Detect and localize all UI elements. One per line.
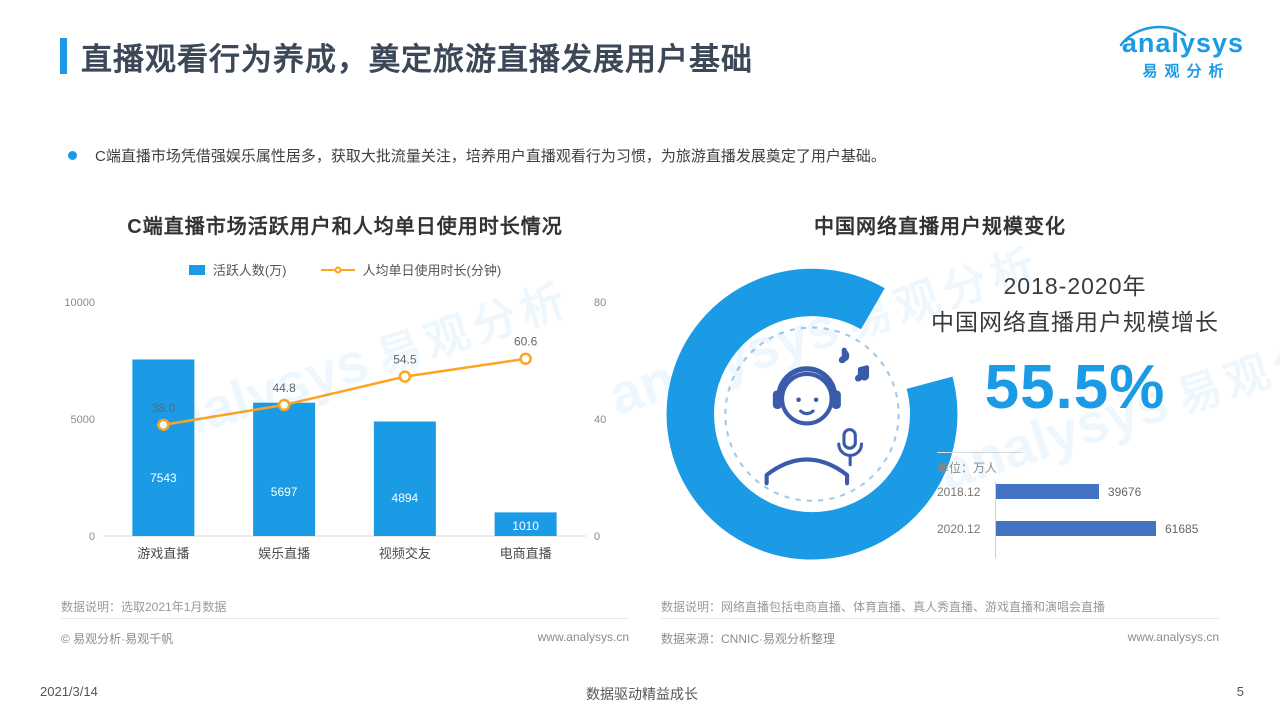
growth-percentage: 55.5% [984,353,1166,422]
bar-value-label: 4894 [392,491,419,505]
duration-line [163,357,526,427]
page-number: 5 [1236,684,1244,699]
legend-label-line: 人均单日使用时长(分钟) [362,263,502,278]
header: 直播观看行为养成，奠定旅游直播发展用户基础 analysys 易观分析 [60,25,1244,80]
bar-value-label: 7543 [150,471,177,485]
line-value-label: 60.6 [514,335,538,349]
growth-period: 2018-2020年 [1003,273,1147,299]
bar-series-swatch [188,264,205,275]
bar-电商直播 [494,512,557,536]
donut-ring-arc [666,268,958,560]
line-value-label: 38.0 [152,401,176,415]
category-label: 视频交友 [379,546,431,561]
mini-bar-category: 2018.12 [937,484,981,499]
legend-item-line: 人均单日使用时长(分钟) [320,260,502,279]
mini-bar-2018.12 [996,484,1099,499]
footer-slogan: 数据驱动精益成长 [586,686,698,702]
mini-bar-value: 61685 [1165,521,1199,536]
line-value-label: 54.5 [393,353,417,367]
mini-bar-chart: 2018.12 39676 2020.12 61685 [937,482,1217,564]
donut-chart: ♪ ♬ [666,268,958,560]
line-marker [519,352,532,365]
page-title: 直播观看行为养成，奠定旅游直播发展用户基础 [81,42,753,77]
right-chart-note: 数据说明：网络直播包括电商直播、体育直播、真人秀直播、游戏直播和演唱会直播 [661,600,1106,614]
right-axis-tick: 40 [594,414,606,426]
copyright-text: © 易观分析·易观千帆 [61,632,174,646]
left-panel-footer: © 易观分析·易观千帆 www.analysys.cn [61,618,629,647]
legend-label-bar: 活跃人数(万) [212,263,287,278]
category-label: 娱乐直播 [258,546,310,561]
bar-value-label: 1010 [512,519,539,533]
key-insight: C端直播市场凭借强娱乐属性居多，获取大批流量关注，培养用户直播观看行为习惯，为旅… [68,146,1210,167]
growth-headline: 2018-2020年 中国网络直播用户规模增长 [925,268,1225,340]
key-insight-text: C端直播市场凭借强娱乐属性居多，获取大批流量关注，培养用户直播观看行为习惯，为旅… [95,148,886,165]
right-chart-title: 中国网络直播用户规模变化 [814,216,1066,238]
left-chart-panel: C端直播市场活跃用户和人均单日使用时长情况 活跃人数(万) 人均单日使用时长(分… [55,200,635,652]
analysys-logo: analysys 易观分析 [1119,25,1244,81]
left-chart-note: 数据说明：选取2021年1月数据 [61,600,227,614]
logo-swoosh-icon [1119,25,1187,47]
left-axis-tick: 10000 [64,297,95,309]
footer-date: 2021/3/14 [40,684,98,699]
left-axis-tick: 0 [89,531,95,543]
line-marker [277,398,291,412]
music-note-icon: ♪ [839,344,849,367]
bar-value-label: 5697 [271,485,298,499]
mini-bar-2020.12 [996,521,1156,536]
mini-bar-value: 39676 [1107,484,1142,499]
music-note-icon: ♬ [854,361,875,384]
title-accent-bar [60,38,67,74]
bullet-dot-icon [68,151,77,160]
website-url: www.analysys.cn [1127,630,1219,644]
right-axis-tick: 0 [594,531,600,543]
mini-bar-row: 2020.12 61685 [937,521,1217,536]
bar-娱乐直播 [253,402,316,536]
line-marker [157,418,170,432]
line-value-label: 44.8 [272,381,296,395]
dashed-circle [724,326,900,502]
data-source-text: 数据来源：CNNIC·易观分析整理 [661,632,835,646]
right-axis-tick: 80 [594,297,606,309]
left-chart-title: C端直播市场活跃用户和人均单日使用时长情况 [127,216,563,238]
unit-label: 单位：万人 [937,452,1023,476]
line-marker [398,370,412,383]
growth-subject: 中国网络直播用户规模增长 [931,309,1219,335]
mini-bar-category: 2020.12 [937,521,981,536]
bar-游戏直播 [132,359,195,536]
slide-footer: 2021/3/14 数据驱动精益成长 5 [40,684,1244,704]
left-axis-tick: 5000 [71,414,95,426]
listener-person-icon: ♪ ♬ [764,342,877,486]
line-marker-icon [334,266,341,273]
category-label: 电商直播 [500,546,552,561]
category-label: 游戏直播 [137,546,189,561]
right-chart-panel: 中国网络直播用户规模变化 ♪ ♬ 2018-2020年 [655,200,1225,652]
combo-chart: 0 5000 10000 0 40 80 7543 游戏直播 5697 娱乐直播 4894 视频交友 1… [64,297,606,561]
right-panel-footer: 数据来源：CNNIC·易观分析整理 www.analysys.cn [661,618,1219,647]
chart-legend: 活跃人数(万) 人均单日使用时长(分钟) [55,260,635,279]
line-series-swatch [320,266,355,273]
bar-视频交友 [373,421,436,536]
logo-chinese-name: 易观分析 [1142,63,1231,80]
website-url: www.analysys.cn [537,630,629,644]
legend-item-bar: 活跃人数(万) [188,260,287,279]
mini-bar-row: 2018.12 39676 [937,484,1217,499]
